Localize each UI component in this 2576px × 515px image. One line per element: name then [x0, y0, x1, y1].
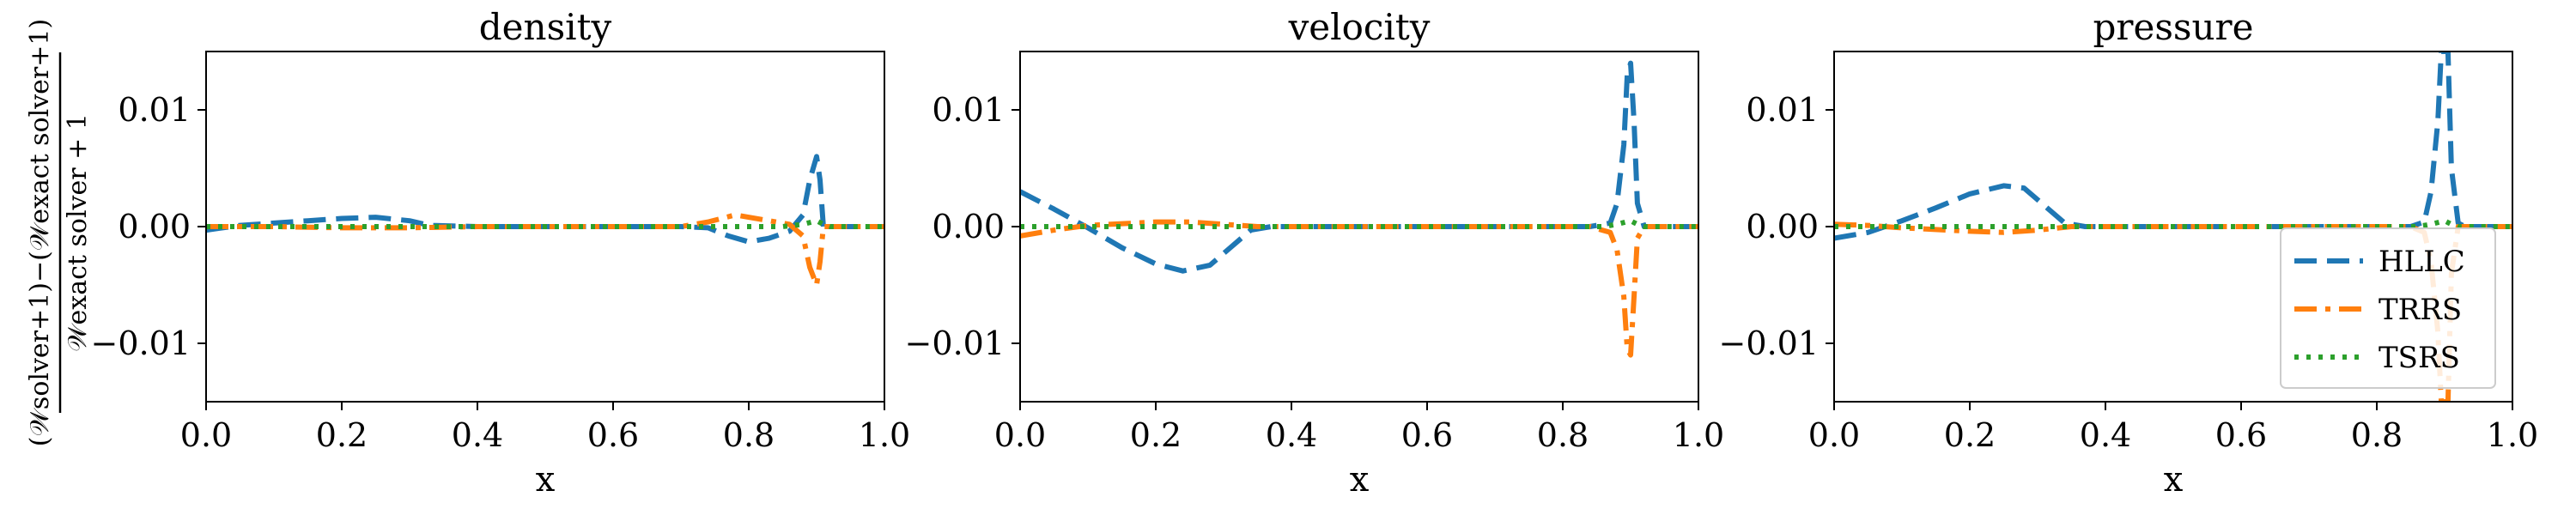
density-x-tick-label: 0.8	[723, 416, 775, 454]
pressure-y-tick-label: −0.01	[1719, 324, 1819, 362]
legend-label-hllc: HLLC	[2379, 245, 2465, 279]
velocity-y-tick-label: −0.01	[905, 324, 1005, 362]
velocity-x-tick-label: 0.2	[1130, 416, 1182, 454]
pressure-x-tick-label: 0.2	[1944, 416, 1996, 454]
pressure-y-tick-label: 0.01	[1746, 91, 1819, 129]
pressure-legend: HLLC TRRS TSRS	[2280, 227, 2496, 389]
density-y-tick-label: −0.01	[91, 324, 191, 362]
density-title: density	[479, 6, 612, 48]
density-x-tick-label: 1.0	[859, 416, 910, 454]
density-y-tick-label: 0.01	[118, 91, 191, 129]
pressure-x-tick-label: 0.4	[2080, 416, 2131, 454]
legend-label-tsrs: TSRS	[2379, 341, 2460, 375]
velocity-x-tick-label: 0.4	[1266, 416, 1317, 454]
velocity-x-axis-label: x	[1350, 460, 1370, 500]
density-plot-area	[206, 154, 884, 288]
pressure-title: pressure	[2093, 6, 2254, 48]
legend-label-trrs: TRRS	[2379, 293, 2462, 327]
pressure-y-tick-label: 0.00	[1746, 208, 1819, 245]
density-x-tick-label: 0.6	[587, 416, 639, 454]
density-x-tick-label: 0.0	[180, 416, 232, 454]
velocity-panel: 0.0 0.2 0.4 0.6 0.8 1.0 −0.01 0.00 0.01 velocity x	[905, 6, 1725, 500]
y-axis-label-numerator: (𝒲solver+1)−(𝒲exact solver+1)	[25, 19, 55, 446]
density-series-hllc	[206, 154, 884, 245]
density-x-tick-label: 0.4	[452, 416, 503, 454]
velocity-title: velocity	[1288, 6, 1431, 48]
pressure-series-hllc	[1834, 52, 2512, 241]
density-y-tick-label: 0.00	[118, 208, 191, 245]
velocity-x-tick-label: 0.8	[1537, 416, 1589, 454]
velocity-x-tick-label: 0.0	[994, 416, 1046, 454]
density-x-axis-label: x	[536, 460, 556, 500]
pressure-x-tick-label: 0.8	[2351, 416, 2403, 454]
velocity-plot-area	[1020, 60, 1698, 358]
velocity-x-tick-label: 0.6	[1401, 416, 1453, 454]
velocity-y-tick-label: 0.01	[932, 91, 1005, 129]
y-axis-label: (𝒲solver+1)−(𝒲exact solver+1) 𝒲exact sol…	[25, 19, 93, 446]
density-x-tick-label: 0.2	[316, 416, 368, 454]
pressure-x-tick-label: 0.0	[1808, 416, 1860, 454]
pressure-panel: 0.0 0.2 0.4 0.6 0.8 1.0 −0.01 0.00 0.01 pressure x…	[1719, 6, 2539, 500]
pressure-x-tick-label: 1.0	[2487, 416, 2538, 454]
density-series-tsrs	[206, 218, 884, 229]
velocity-series-trrs	[1020, 219, 1698, 358]
density-panel: 0.0 0.2 0.4 0.6 0.8 1.0 −0.01 0.00 0.01 density x	[91, 6, 911, 500]
velocity-series-tsrs	[1020, 218, 1698, 229]
velocity-series-hllc	[1020, 60, 1698, 274]
velocity-y-tick-label: 0.00	[932, 208, 1005, 245]
legend-box	[2280, 227, 2496, 389]
velocity-x-tick-label: 1.0	[1673, 416, 1724, 454]
y-axis-label-denominator: 𝒲exact solver + 1	[63, 113, 93, 352]
pressure-x-tick-label: 0.6	[2215, 416, 2267, 454]
pressure-series-tsrs	[1834, 218, 2512, 229]
pressure-x-axis-label: x	[2164, 460, 2184, 500]
